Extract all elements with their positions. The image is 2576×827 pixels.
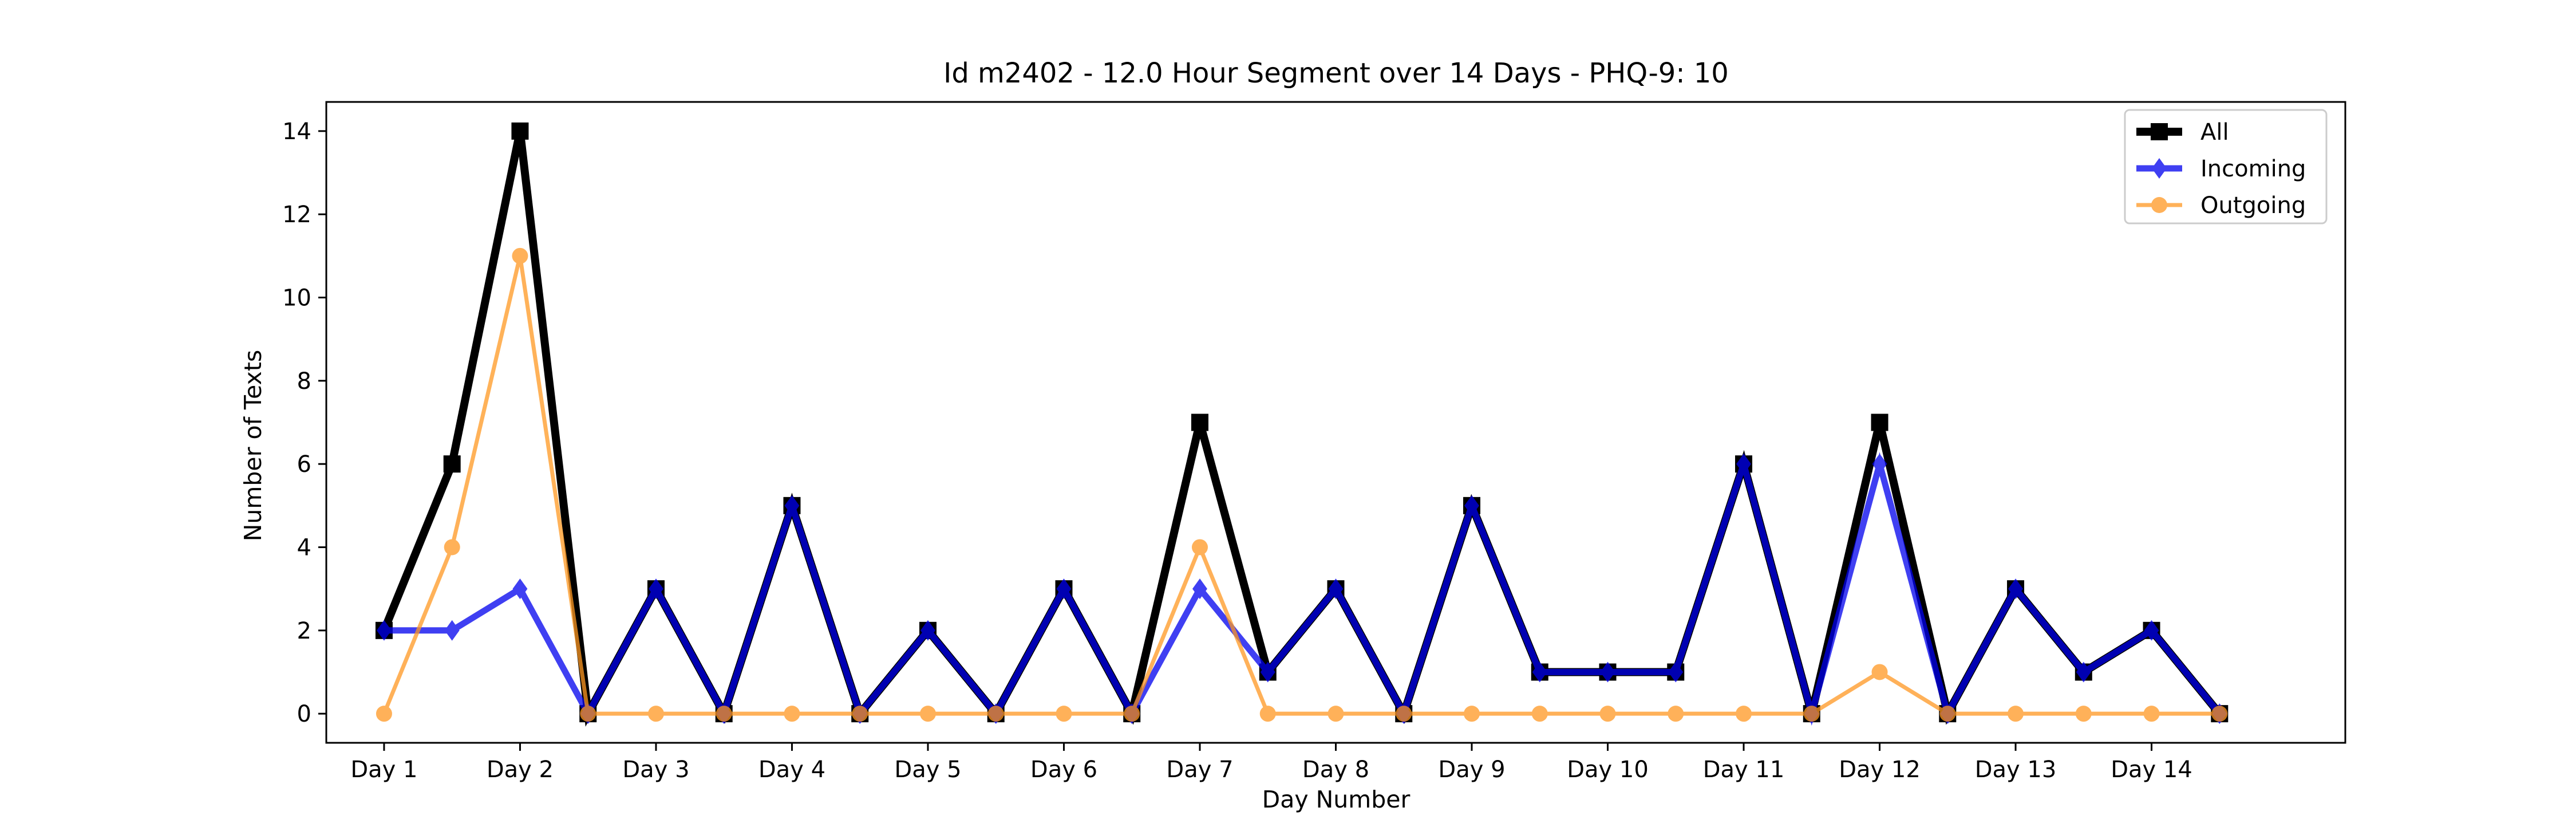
data-point-outgoing xyxy=(1464,706,1480,722)
series-line-outgoing xyxy=(382,255,2220,716)
data-point-outgoing xyxy=(2143,706,2160,722)
data-point-incoming xyxy=(2008,578,2024,600)
data-point-incoming xyxy=(648,578,663,600)
data-point-outgoing xyxy=(444,539,460,556)
data-point-outgoing xyxy=(1939,706,1956,722)
data-point-incoming xyxy=(1464,495,1479,516)
data-point-incoming xyxy=(1736,454,1751,475)
x-tick-label: Day 5 xyxy=(894,757,961,783)
data-point-outgoing xyxy=(1327,706,1344,722)
legend-frame xyxy=(2124,109,2328,225)
data-point-outgoing xyxy=(1396,706,1412,722)
data-point-outgoing xyxy=(1668,706,1684,722)
data-point-outgoing xyxy=(1803,706,1820,722)
data-point-outgoing xyxy=(1599,706,1616,722)
y-tick-label: 8 xyxy=(297,368,311,395)
data-point-outgoing xyxy=(1259,706,1276,722)
legend-marker xyxy=(2152,158,2167,179)
plot-area-frame xyxy=(325,101,2346,744)
x-tick-label: Day 13 xyxy=(1975,757,2057,783)
y-tick-label: 6 xyxy=(297,451,311,478)
legend-label: Incoming xyxy=(2200,156,2306,182)
legend-marker xyxy=(2151,197,2167,213)
data-point-all xyxy=(511,122,529,140)
data-point-all xyxy=(443,455,461,473)
data-point-outgoing xyxy=(852,706,868,722)
chart-legend: All Incoming Outgoing xyxy=(2124,109,2328,225)
x-tick-label: Day 1 xyxy=(350,757,417,783)
data-point-incoming xyxy=(1056,578,1072,600)
data-point-incoming xyxy=(1192,578,1207,600)
x-tick-label: Day 6 xyxy=(1030,757,1097,783)
x-tick-label: Day 12 xyxy=(1839,757,1921,783)
y-tick-label: 4 xyxy=(297,534,311,561)
data-point-outgoing xyxy=(1871,664,1888,680)
legend-entry-outgoing xyxy=(2136,197,2182,213)
series-layer xyxy=(375,122,2229,727)
series-line-incoming xyxy=(384,452,2222,726)
legend-marker xyxy=(2151,123,2168,140)
data-point-outgoing xyxy=(1191,539,1208,556)
data-point-outgoing xyxy=(376,706,392,722)
legend-entry-incoming xyxy=(2136,158,2182,179)
data-point-outgoing xyxy=(1124,706,1140,722)
x-tick-label: Day 9 xyxy=(1438,757,1505,783)
legend-label: All xyxy=(2200,119,2229,145)
data-point-outgoing xyxy=(2211,706,2228,722)
data-point-incoming xyxy=(2144,620,2159,641)
data-point-incoming xyxy=(1328,578,1344,600)
y-tick-label: 14 xyxy=(282,119,311,145)
data-point-outgoing xyxy=(2008,706,2024,722)
legend-entry-all xyxy=(2136,123,2182,140)
x-tick-label: Day 10 xyxy=(1567,757,1649,783)
y-tick-label: 0 xyxy=(297,701,311,727)
data-point-outgoing xyxy=(1736,706,1752,722)
chart-title: Id m2402 - 12.0 Hour Segment over 14 Day… xyxy=(943,57,1729,89)
y-tick-label: 2 xyxy=(297,618,311,644)
data-point-outgoing xyxy=(2075,706,2092,722)
data-point-outgoing xyxy=(1531,706,1548,722)
data-point-incoming xyxy=(376,620,392,641)
y-tick-label: 10 xyxy=(282,285,311,312)
x-tick-label: Day 4 xyxy=(758,757,825,783)
x-tick-label: Day 14 xyxy=(2111,757,2192,783)
x-tick-label: Day 11 xyxy=(1703,757,1785,783)
x-tick-label: Day 7 xyxy=(1166,757,1233,783)
legend-label: Outgoing xyxy=(2200,192,2306,219)
data-point-incoming xyxy=(784,495,800,516)
data-point-incoming xyxy=(1532,661,1547,683)
x-axis: Day 1 Day 2 Day 3 Day 4 Day 5 Day 6 Day 7 Day 8… xyxy=(350,743,2192,783)
y-axis: 0 2 4 6 8 10 12 14 xyxy=(282,119,326,727)
data-point-outgoing xyxy=(647,706,664,722)
data-point-incoming xyxy=(1872,454,1887,475)
x-tick-label: Day 8 xyxy=(1302,757,1369,783)
data-point-incoming xyxy=(920,620,935,641)
data-point-incoming xyxy=(1260,661,1275,683)
data-point-outgoing xyxy=(919,706,936,722)
data-point-outgoing xyxy=(987,706,1004,722)
x-tick-label: Day 3 xyxy=(622,757,689,783)
data-point-all xyxy=(1871,414,1888,431)
data-point-outgoing xyxy=(512,247,528,264)
data-point-incoming xyxy=(1600,661,1615,683)
series-incoming xyxy=(376,452,2227,726)
data-point-incoming xyxy=(512,578,528,600)
y-axis-label: Number of Texts xyxy=(239,350,267,542)
data-point-outgoing xyxy=(1056,706,1072,722)
y-tick-label: 12 xyxy=(282,202,311,228)
data-point-outgoing xyxy=(580,706,596,722)
series-outgoing xyxy=(376,247,2228,722)
x-tick-label: Day 2 xyxy=(487,757,554,783)
data-point-outgoing xyxy=(716,706,732,722)
data-point-outgoing xyxy=(784,706,800,722)
data-point-all xyxy=(1191,414,1208,431)
x-axis-label: Day Number xyxy=(1262,786,1411,813)
data-point-incoming xyxy=(444,620,460,641)
data-point-incoming xyxy=(2076,661,2091,683)
data-point-incoming xyxy=(1668,661,1684,683)
